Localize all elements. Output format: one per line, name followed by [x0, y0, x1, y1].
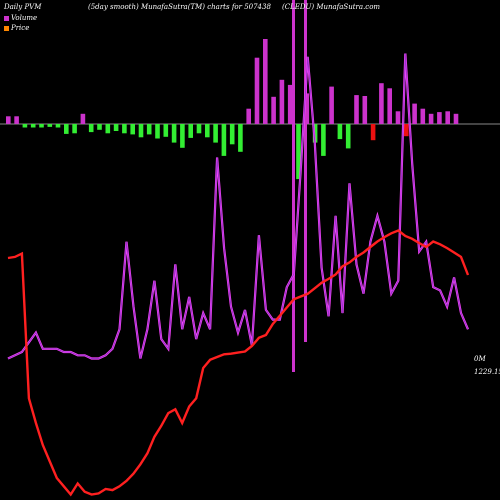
volume-bar: [146, 124, 152, 135]
volume-spike-bar: [304, 0, 307, 342]
volume-bar: [379, 83, 384, 124]
volume-bar: [47, 124, 53, 127]
volume-bar: [188, 124, 193, 138]
volume-bar: [287, 84, 293, 124]
volume-bar: [22, 124, 28, 128]
volume-bar: [387, 88, 392, 124]
volume-bars: [6, 0, 459, 372]
price-line: [7, 229, 470, 497]
volume-bar: [246, 108, 251, 124]
volume-bar: [88, 124, 94, 133]
volume-bar: [97, 124, 102, 130]
volume-bar: [296, 124, 301, 180]
legend-volume-label: Volume: [11, 14, 38, 22]
volume-bar: [362, 96, 368, 125]
volume-bar: [321, 124, 326, 156]
source-label: (CLEDU) MunafaSutra.com: [282, 3, 381, 11]
volume-bar: [345, 124, 351, 149]
legend-price: Price: [4, 24, 29, 32]
volume-bar: [254, 57, 260, 125]
volume-bar: [122, 124, 127, 134]
volume-bar: [30, 124, 36, 128]
volume-bar: [171, 124, 177, 143]
volume-bar: [113, 124, 119, 131]
volume-line: [7, 53, 470, 360]
volume-bar: [404, 124, 409, 137]
volume-bar: [279, 79, 285, 124]
chart-title: (5day smooth) MunafaSutra(TM) charts for…: [88, 3, 271, 11]
volume-bar: [80, 113, 86, 124]
volume-bar: [221, 124, 227, 156]
volume-bar: [370, 124, 376, 141]
volume-bar: [163, 124, 169, 137]
volume-bar: [337, 124, 343, 140]
volume-bar: [155, 124, 160, 139]
volume-end-label: 0M: [474, 355, 486, 363]
volume-bar: [196, 124, 202, 134]
volume-spike-bar: [292, 0, 295, 372]
volume-bar: [180, 124, 185, 148]
legend-price-swatch: [4, 25, 9, 31]
volume-bar: [329, 86, 334, 124]
price-end-label: 1229.15: [474, 368, 500, 376]
volume-bar: [138, 124, 144, 138]
volume-bar: [445, 111, 450, 125]
chart-type-label: Daily PVM: [4, 3, 42, 11]
legend-price-label: Price: [11, 24, 30, 32]
volume-bar: [213, 124, 218, 143]
volume-bar: [263, 39, 268, 124]
volume-bar: [39, 124, 44, 128]
volume-bar: [64, 124, 69, 134]
volume-bar: [412, 103, 417, 124]
volume-bar: [238, 124, 243, 152]
volume-bar: [105, 124, 111, 134]
volume-bar: [437, 112, 442, 124]
legend-volume-swatch: [4, 15, 9, 21]
legend-volume: Volume: [4, 14, 37, 22]
volume-bar: [14, 116, 19, 124]
volume-bar: [395, 111, 401, 125]
volume-bar: [271, 96, 276, 124]
volume-bar: [205, 124, 210, 138]
volume-bar: [6, 116, 11, 124]
volume-bar: [72, 124, 77, 134]
volume-bar: [354, 95, 359, 124]
volume-bar: [55, 124, 61, 128]
volume-bar: [229, 124, 235, 145]
volume-bar: [428, 113, 434, 124]
volume-bar: [130, 124, 135, 135]
volume-bar: [453, 113, 459, 124]
volume-line-inner: [7, 53, 469, 359]
volume-bar: [420, 108, 426, 124]
